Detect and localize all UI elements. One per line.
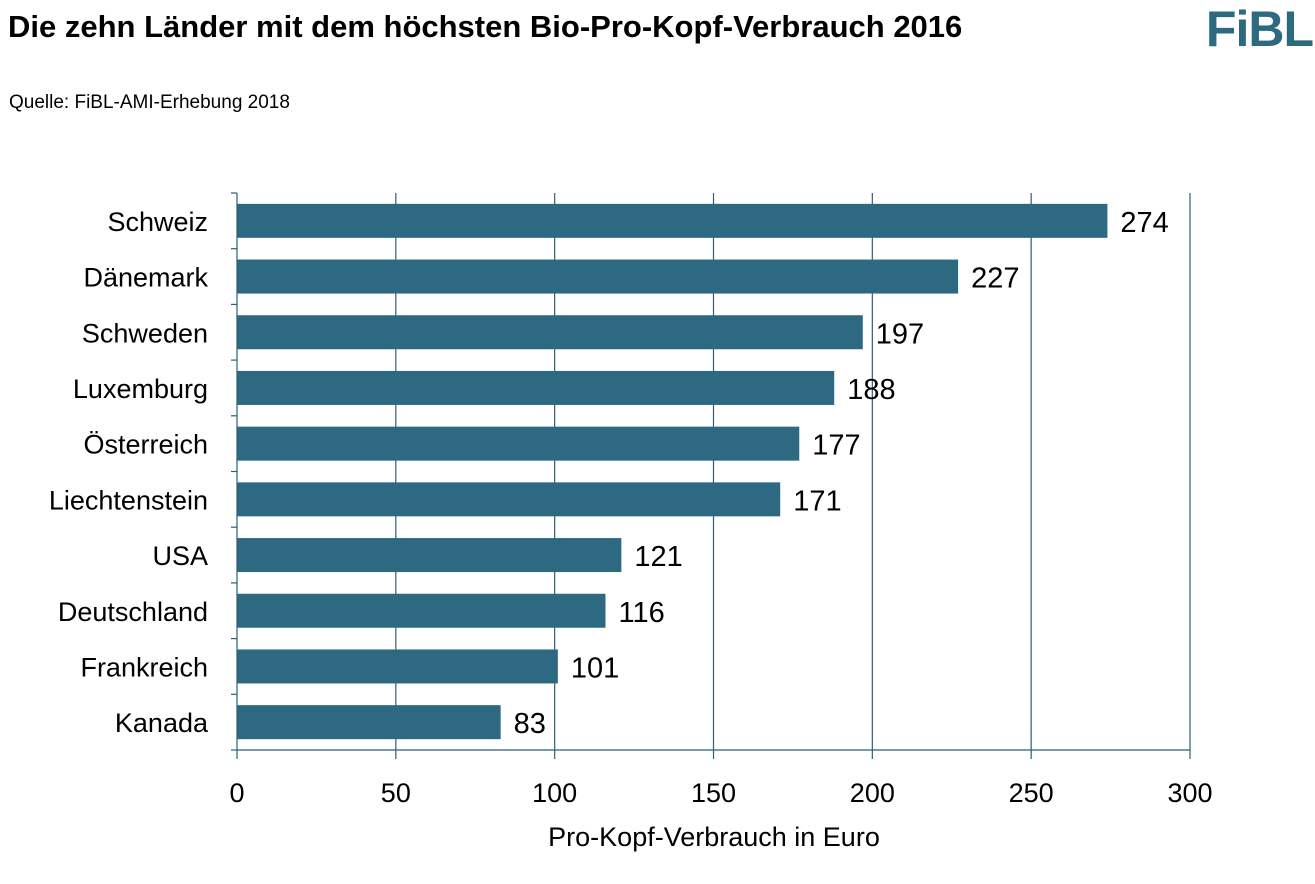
value-label: 227	[971, 263, 1019, 295]
fibl-logo: FiBL	[1205, 1, 1314, 57]
category-label: Schweden	[82, 318, 208, 348]
category-label: Luxemburg	[73, 374, 208, 404]
axes	[231, 192, 1191, 759]
value-label: 121	[634, 541, 682, 573]
bar	[237, 705, 501, 740]
bar	[237, 649, 558, 684]
value-label: 274	[1120, 207, 1168, 239]
value-label: 177	[812, 430, 860, 462]
x-tick-label: 300	[1167, 778, 1212, 808]
category-label: Schweiz	[107, 207, 208, 237]
bar	[237, 426, 800, 461]
category-label: Österreich	[83, 430, 208, 460]
bar	[237, 482, 781, 517]
x-tick-label: 150	[691, 778, 736, 808]
value-label: 197	[876, 318, 924, 350]
category-label: Frankreich	[80, 652, 208, 682]
value-label: 101	[571, 652, 619, 684]
bar	[237, 538, 622, 573]
value-labels: 274 227 197 188 177 171 121 116 101 83	[514, 207, 1169, 740]
bar	[237, 593, 606, 628]
category-label: USA	[152, 541, 208, 571]
x-tick-label: 0	[229, 778, 244, 808]
category-label: Deutschland	[58, 597, 208, 627]
bar	[237, 370, 835, 405]
bar	[237, 259, 959, 294]
x-tick-label: 50	[381, 778, 411, 808]
value-label: 188	[847, 374, 895, 406]
value-label: 171	[793, 485, 841, 517]
x-tick-labels: 0 50 100 150 200 250 300	[229, 778, 1212, 808]
value-label: 83	[514, 708, 546, 740]
value-label: 116	[618, 597, 664, 629]
x-axis-label: Pro-Kopf-Verbrauch in Euro	[548, 822, 880, 852]
category-label: Liechtenstein	[49, 485, 208, 515]
x-tick-label: 100	[532, 778, 577, 808]
chart-title: Die zehn Länder mit dem höchsten Bio-Pro…	[8, 9, 963, 44]
bars	[237, 203, 1108, 740]
category-label: Kanada	[115, 708, 209, 738]
category-labels: Schweiz Dänemark Schweden Luxemburg Österrei…	[49, 207, 209, 738]
bar	[237, 315, 863, 350]
category-label: Dänemark	[83, 263, 208, 293]
x-tick-label: 200	[850, 778, 895, 808]
bar	[237, 203, 1108, 238]
chart-source: Quelle: FiBL-AMI-Erhebung 2018	[9, 92, 290, 113]
x-tick-label: 250	[1009, 778, 1054, 808]
